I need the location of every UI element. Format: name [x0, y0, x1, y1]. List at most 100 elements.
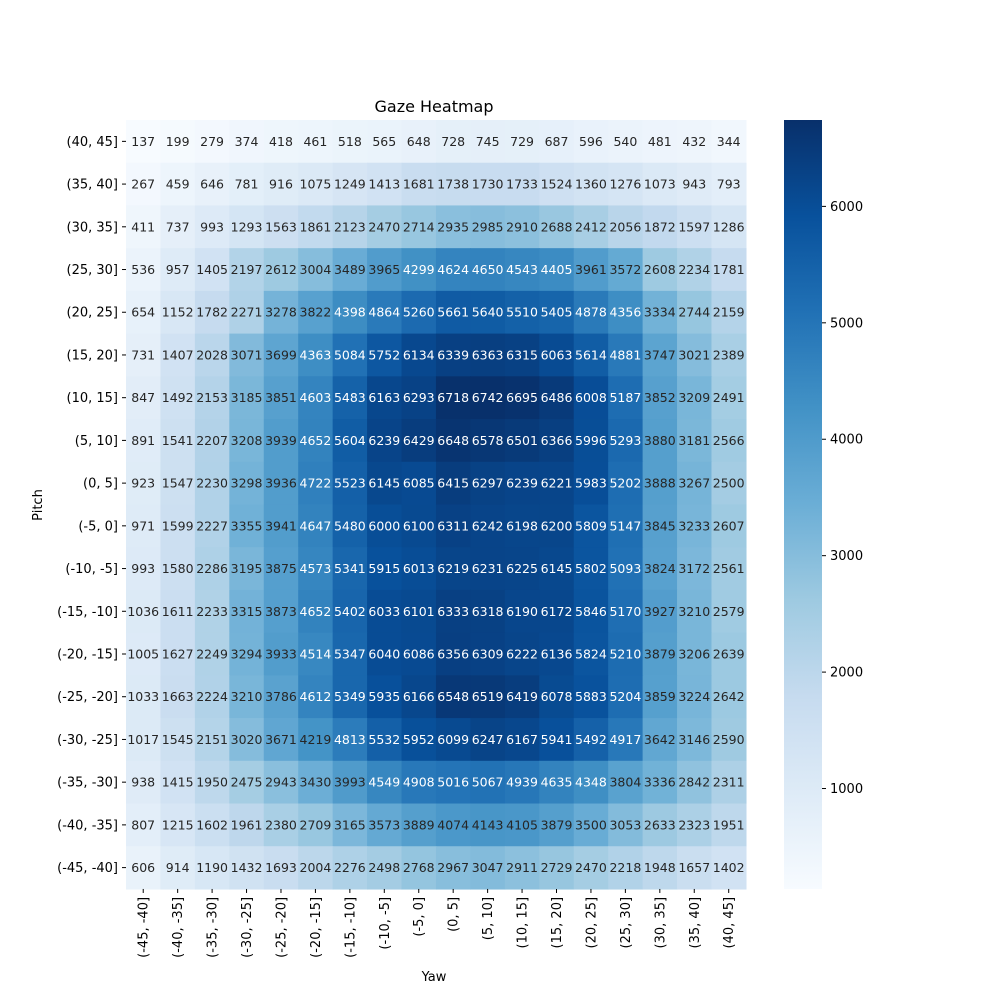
- cell-value-label: 6033: [368, 604, 400, 619]
- cell-value-label: 6239: [506, 476, 538, 491]
- heatmap-cell: [573, 419, 609, 463]
- heatmap-cell: [367, 632, 403, 676]
- cell-value-label: 536: [131, 262, 155, 277]
- cell-value-label: 4363: [300, 347, 332, 362]
- cell-value-label: 3208: [231, 433, 263, 448]
- heatmap-cell: [573, 589, 609, 634]
- cell-value-label: 5510: [506, 305, 538, 320]
- heatmap-cell: [642, 461, 678, 506]
- heatmap-cell: [470, 461, 506, 506]
- cell-value-label: 6078: [541, 689, 573, 704]
- cell-value-label: 1951: [713, 817, 745, 832]
- cell-value-label: 993: [200, 219, 224, 234]
- heatmap-cell: [367, 547, 403, 591]
- heatmap-cell: [711, 248, 747, 292]
- heatmap-cell: [677, 290, 713, 335]
- heatmap-cell: [401, 461, 437, 506]
- heatmap-cell: [711, 718, 747, 762]
- x-tick-label: (-10, -5]: [378, 897, 393, 950]
- cell-value-label: 914: [166, 860, 190, 875]
- heatmap-cell: [401, 760, 437, 805]
- y-tick-label: (-5, 0]: [78, 519, 118, 534]
- heatmap-cell: [539, 205, 575, 249]
- cell-value-label: 1017: [127, 732, 159, 747]
- cell-value-label: 6297: [472, 476, 504, 491]
- heatmap-cell: [608, 419, 644, 463]
- heatmap-cell: [435, 846, 471, 890]
- cell-value-label: 6742: [472, 390, 504, 405]
- heatmap-cell: [470, 760, 506, 805]
- heatmap-cell: [160, 419, 196, 463]
- cell-value-label: 3889: [403, 817, 435, 832]
- cell-value-label: 4299: [403, 262, 435, 277]
- heatmap-cell: [642, 718, 678, 762]
- cell-value-label: 5661: [437, 305, 469, 320]
- cell-value-label: 2943: [265, 775, 297, 790]
- cell-value-label: 1948: [644, 860, 676, 875]
- heatmap-cell: [194, 461, 230, 506]
- cell-value-label: 3021: [678, 347, 710, 362]
- cell-value-label: 606: [131, 860, 155, 875]
- cell-value-label: 6086: [403, 647, 435, 662]
- cell-value-label: 3500: [575, 817, 607, 832]
- heatmap-cell: [332, 718, 368, 762]
- cell-value-label: 6085: [403, 476, 435, 491]
- cell-value-label: 4549: [368, 775, 400, 790]
- cell-value-label: 596: [579, 134, 603, 149]
- heatmap-cell: [677, 547, 713, 591]
- cell-value-label: 3146: [678, 732, 710, 747]
- cell-value-label: 5202: [609, 476, 641, 491]
- heatmap-cell: [229, 589, 265, 634]
- y-tick-label: (10, 15]: [67, 391, 119, 406]
- heatmap-cell: [470, 419, 506, 463]
- heatmap-cell: [263, 547, 299, 591]
- heatmap-cell: [263, 718, 299, 762]
- cell-value-label: 6000: [368, 518, 400, 533]
- cell-value-label: 6242: [472, 518, 504, 533]
- heatmap-cell: [573, 461, 609, 506]
- x-tick-labels: (-45, -40] (-40, -35] (-35, -30] (-30, -25]…: [137, 888, 737, 958]
- heatmap-cell: [435, 632, 471, 676]
- heatmap-cell: [194, 419, 230, 463]
- cell-value-label: 267: [131, 177, 155, 192]
- cell-value-label: 3053: [609, 817, 641, 832]
- heatmap-cell: [573, 547, 609, 591]
- heatmap-cell: [711, 461, 747, 506]
- cell-value-label: 3671: [265, 732, 297, 747]
- heatmap-cell: [504, 162, 540, 207]
- heatmap-cell: [642, 846, 678, 890]
- cell-value-label: 5187: [609, 390, 641, 405]
- cell-value-label: 5935: [368, 689, 400, 704]
- cell-value-label: 2218: [609, 860, 641, 875]
- cell-value-label: 4878: [575, 305, 607, 320]
- heatmap-cell: [642, 120, 678, 164]
- heatmap-cell: [401, 589, 437, 634]
- cell-value-label: 3933: [265, 647, 297, 662]
- cell-value-label: 5347: [334, 647, 366, 662]
- heatmap-cell: [539, 589, 575, 634]
- cell-value-label: 418: [269, 134, 293, 149]
- heatmap-cell: [573, 120, 609, 164]
- heatmap-cell: [435, 162, 471, 207]
- heatmap-cell: [642, 632, 678, 676]
- cell-value-label: 729: [510, 134, 534, 149]
- cell-value-label: 6548: [437, 689, 469, 704]
- cell-value-label: 5341: [334, 561, 366, 576]
- heatmap-cell: [298, 803, 334, 847]
- cell-value-label: 3267: [678, 476, 710, 491]
- cell-value-label: 2935: [437, 219, 469, 234]
- cell-value-label: 4405: [541, 262, 573, 277]
- heatmap-cell: [504, 632, 540, 676]
- heatmap-cell: [435, 504, 471, 548]
- cell-value-label: 1190: [196, 860, 228, 875]
- cell-value-label: 6318: [472, 604, 504, 619]
- cell-value-label: 2608: [644, 262, 676, 277]
- cell-value-label: 6172: [541, 604, 573, 619]
- heatmap-cell: [194, 589, 230, 634]
- heatmap-cell: [711, 632, 747, 676]
- cell-value-label: 3786: [265, 689, 297, 704]
- cell-value-label: 1005: [127, 647, 159, 662]
- cell-value-label: 3851: [265, 390, 297, 405]
- heatmap-cell: [677, 419, 713, 463]
- cell-value-label: 1413: [368, 177, 400, 192]
